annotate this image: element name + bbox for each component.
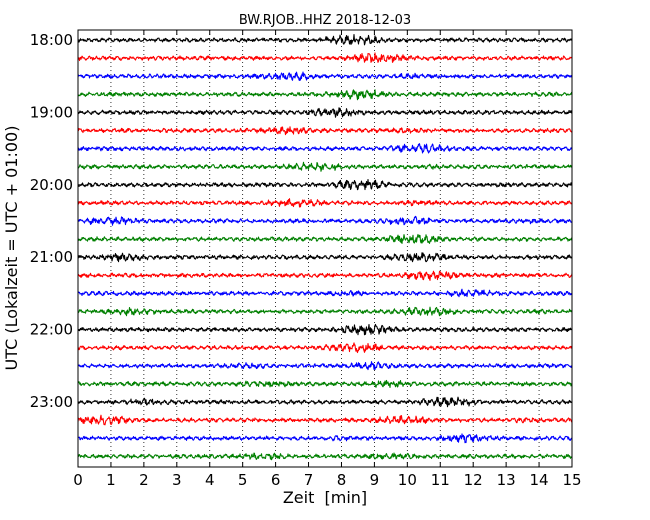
x-tick-label: 0 (73, 471, 83, 489)
trace-15 (77, 306, 573, 317)
y-tick-label: 18:00 (30, 31, 73, 49)
seismogram-traces (77, 33, 573, 461)
x-tick-label: 12 (464, 471, 483, 489)
trace-18 (77, 361, 573, 371)
x-tick-label: 1 (106, 471, 116, 489)
trace-4 (77, 107, 573, 118)
trace-14 (77, 288, 573, 298)
x-tick-label: 11 (431, 471, 450, 489)
y-tick-label: 20:00 (30, 176, 73, 194)
y-tick-label: 23:00 (30, 393, 73, 411)
y-axis-label: UTC (Lokalzeit = UTC + 01:00) (2, 126, 21, 371)
y-tick-label: 22:00 (30, 321, 73, 339)
trace-12 (77, 252, 573, 263)
trace-22 (77, 433, 573, 444)
trace-20 (77, 396, 573, 408)
trace-3 (77, 89, 573, 101)
x-tick-label: 13 (497, 471, 516, 489)
trace-5 (77, 126, 573, 136)
x-axis-label: Zeit [min] (283, 488, 367, 507)
x-axis-ticks: 0 1 2 3 4 5 6 7 8 9 10 11 12 13 14 15 (73, 30, 582, 489)
y-tick-label: 21:00 (30, 248, 73, 266)
trace-9 (77, 198, 573, 208)
x-tick-label: 3 (172, 471, 182, 489)
x-tick-label: 15 (562, 471, 581, 489)
trace-16 (77, 323, 573, 336)
x-tick-label: 9 (370, 471, 380, 489)
trace-17 (77, 342, 573, 354)
trace-21 (77, 414, 573, 426)
grid-lines (110, 30, 540, 467)
x-tick-label: 6 (271, 471, 281, 489)
trace-13 (77, 270, 573, 281)
x-tick-label: 8 (337, 471, 347, 489)
trace-23 (77, 452, 573, 461)
x-tick-label: 4 (205, 471, 215, 489)
x-tick-label: 2 (139, 471, 149, 489)
trace-0 (77, 33, 573, 46)
trace-2 (77, 71, 573, 81)
trace-7 (77, 161, 573, 172)
trace-10 (77, 215, 573, 226)
x-tick-label: 7 (304, 471, 314, 489)
plot-frame (77, 29, 573, 468)
x-tick-label: 14 (530, 471, 549, 489)
x-tick-label: 5 (238, 471, 248, 489)
trace-8 (77, 178, 573, 191)
y-tick-label: 19:00 (30, 103, 73, 121)
chart-title: BW.RJOB..HHZ 2018-12-03 (239, 13, 411, 28)
y-axis-ticks: 18:00 19:00 20:00 21:00 22:00 23:00 (30, 31, 572, 411)
trace-6 (77, 143, 573, 154)
trace-11 (77, 233, 573, 245)
trace-1 (77, 52, 573, 63)
trace-19 (77, 379, 573, 388)
x-tick-label: 10 (398, 471, 417, 489)
